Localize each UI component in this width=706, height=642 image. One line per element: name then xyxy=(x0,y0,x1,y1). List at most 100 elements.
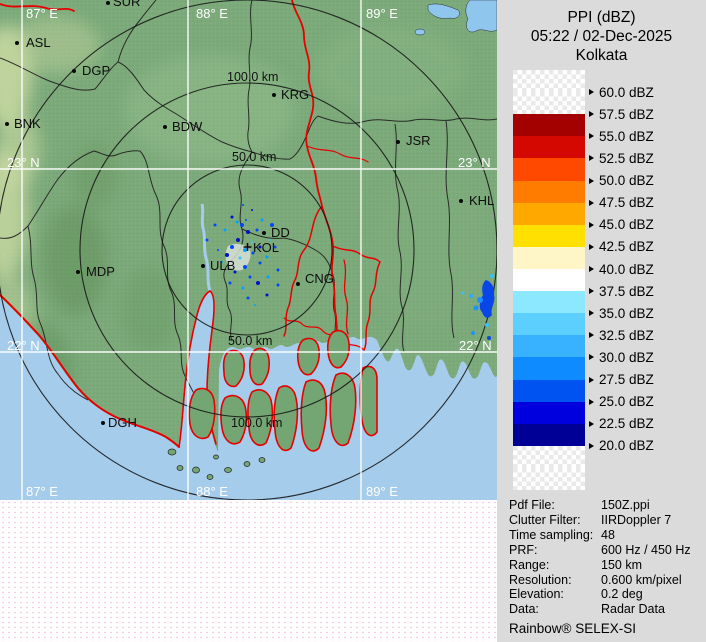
scale-tick: 22.5 dBZ xyxy=(589,416,654,432)
station-label-radar-site: KOL xyxy=(253,240,279,255)
metadata-value: IIRDoppler 7 xyxy=(601,512,672,527)
color-band xyxy=(513,335,585,358)
metadata-label: Resolution: xyxy=(509,572,572,587)
latlon-grid xyxy=(0,0,497,500)
color-band xyxy=(513,202,585,225)
color-band xyxy=(513,180,585,203)
product-title: PPI (dBZ) xyxy=(567,9,636,26)
station-label: BDW xyxy=(172,119,203,134)
color-band xyxy=(513,114,585,137)
grid-labels: 87° E 88° E 89° E 87° E 88° E 89° E 23° … xyxy=(7,6,492,499)
metadata-label: Time sampling: xyxy=(509,527,594,542)
metadata-row: Range: 150 km xyxy=(509,558,703,573)
lon-label-89e-bottom: 89° E xyxy=(366,484,398,499)
tick-arrow-icon xyxy=(589,199,594,206)
ring-label-50km-bottom: 50.0 km xyxy=(228,334,272,348)
color-band xyxy=(513,224,585,247)
tick-label: 40.0 dBZ xyxy=(599,261,654,277)
scale-tick: 27.5 dBZ xyxy=(589,372,654,388)
lon-label-88e-bottom: 88° E xyxy=(196,484,228,499)
tick-label: 35.0 dBZ xyxy=(599,305,654,321)
station-markers xyxy=(5,1,463,425)
metadata-value: 150 km xyxy=(601,557,642,572)
water-bodies-northeast xyxy=(414,0,498,36)
scale-tick: 30.0 dBZ xyxy=(589,349,654,365)
tick-label: 32.5 dBZ xyxy=(599,327,654,343)
lat-label-22n-left: 22° N xyxy=(7,338,40,353)
tick-arrow-icon xyxy=(589,310,594,317)
software-brand: Rainbow® SELEX-SI xyxy=(509,621,637,637)
lon-label-88e-top: 88° E xyxy=(196,6,228,21)
scale-tick: 55.0 dBZ xyxy=(589,128,654,144)
color-band xyxy=(513,379,585,402)
metadata-row: PRF: 600 Hz / 450 Hz xyxy=(509,543,703,558)
tick-arrow-icon xyxy=(589,155,594,162)
tick-label: 50.0 dBZ xyxy=(599,173,654,188)
color-band xyxy=(513,246,585,269)
metadata-value: 150Z.ppi xyxy=(601,498,650,512)
scale-tick: 32.5 dBZ xyxy=(589,327,654,343)
tick-label: 20.0 dBZ xyxy=(599,438,654,454)
scale-tick: 52.5 dBZ xyxy=(589,150,654,166)
metadata-label: PRF: xyxy=(509,542,538,557)
tick-arrow-icon xyxy=(589,398,594,405)
tick-label: 45.0 dBZ xyxy=(599,217,654,233)
tick-arrow-icon xyxy=(589,111,594,118)
ring-label-50km-top: 50.0 km xyxy=(232,150,276,164)
scale-tick: 50.0 dBZ xyxy=(589,173,654,189)
tick-label: 60.0 dBZ xyxy=(599,84,654,100)
scale-tick: 25.0 dBZ xyxy=(589,394,654,410)
tick-label: 37.5 dBZ xyxy=(599,283,654,299)
tick-arrow-icon xyxy=(589,420,594,427)
color-band xyxy=(513,158,585,181)
lon-label-87e-bottom: 87° E xyxy=(26,484,58,499)
tick-arrow-icon xyxy=(589,266,594,272)
color-band-underflow xyxy=(513,445,585,468)
scale-tick: 20.0 dBZ xyxy=(589,438,654,454)
color-band-overflow xyxy=(513,92,585,115)
tick-arrow-icon xyxy=(589,354,594,361)
ring-label-100km-top: 100.0 km xyxy=(227,70,278,84)
metadata-label: Data: xyxy=(509,602,539,617)
tick-arrow-icon xyxy=(589,221,594,228)
station-label: ULB xyxy=(210,258,235,273)
sundarbans-islands xyxy=(188,329,378,452)
tick-arrow-icon xyxy=(589,442,594,449)
unused-canvas-area xyxy=(0,500,497,642)
product-metadata: Pdf File: 150Z.ppi Clutter Filter: IIRDopp… xyxy=(509,498,703,637)
tick-arrow-icon xyxy=(589,177,594,184)
lat-label-23n-right: 23° N xyxy=(458,155,491,170)
tick-arrow-icon xyxy=(589,89,594,95)
metadata-row: Elevation: 0.2 deg xyxy=(509,587,703,602)
lon-label-89e-top: 89° E xyxy=(366,6,398,21)
tick-arrow-icon xyxy=(589,288,594,295)
small-islets xyxy=(167,448,266,480)
station-label: KHL xyxy=(469,193,494,208)
color-band xyxy=(513,401,585,424)
scale-tick: 57.5 dBZ xyxy=(589,106,654,122)
station-label: SUR xyxy=(113,0,140,9)
station-label: DD xyxy=(271,225,290,240)
scale-tick: 60.0 dBZ xyxy=(589,84,654,100)
product-timestamp: 05:22 / 02-Dec-2025 xyxy=(530,28,673,45)
radar-map: SUR ASL DGP BNK BDW KRG JSR KHL MDP DD K… xyxy=(0,0,498,501)
tick-label: 57.5 dBZ xyxy=(599,106,654,122)
metadata-label: Clutter Filter: xyxy=(509,512,581,527)
station-label: BNK xyxy=(14,116,41,131)
scale-tick: 35.0 dBZ xyxy=(589,305,654,321)
station-label: JSR xyxy=(406,133,431,148)
color-scale xyxy=(513,70,585,491)
metadata-label: Pdf File: xyxy=(509,498,555,512)
metadata-value: Radar Data xyxy=(601,602,665,617)
tick-arrow-icon xyxy=(589,332,594,339)
metadata-row: Resolution: 0.600 km/pixel xyxy=(509,573,703,588)
metadata-row: Time sampling: 48 xyxy=(509,528,703,543)
tick-label: 30.0 dBZ xyxy=(599,349,654,365)
station-label: DGP xyxy=(82,63,110,78)
metadata-value: 0.2 deg xyxy=(601,587,643,602)
scale-tick: 42.5 dBZ xyxy=(589,239,654,255)
color-band-underflow xyxy=(513,467,585,491)
station-label: DGH xyxy=(108,415,137,430)
tick-arrow-icon xyxy=(589,133,594,140)
